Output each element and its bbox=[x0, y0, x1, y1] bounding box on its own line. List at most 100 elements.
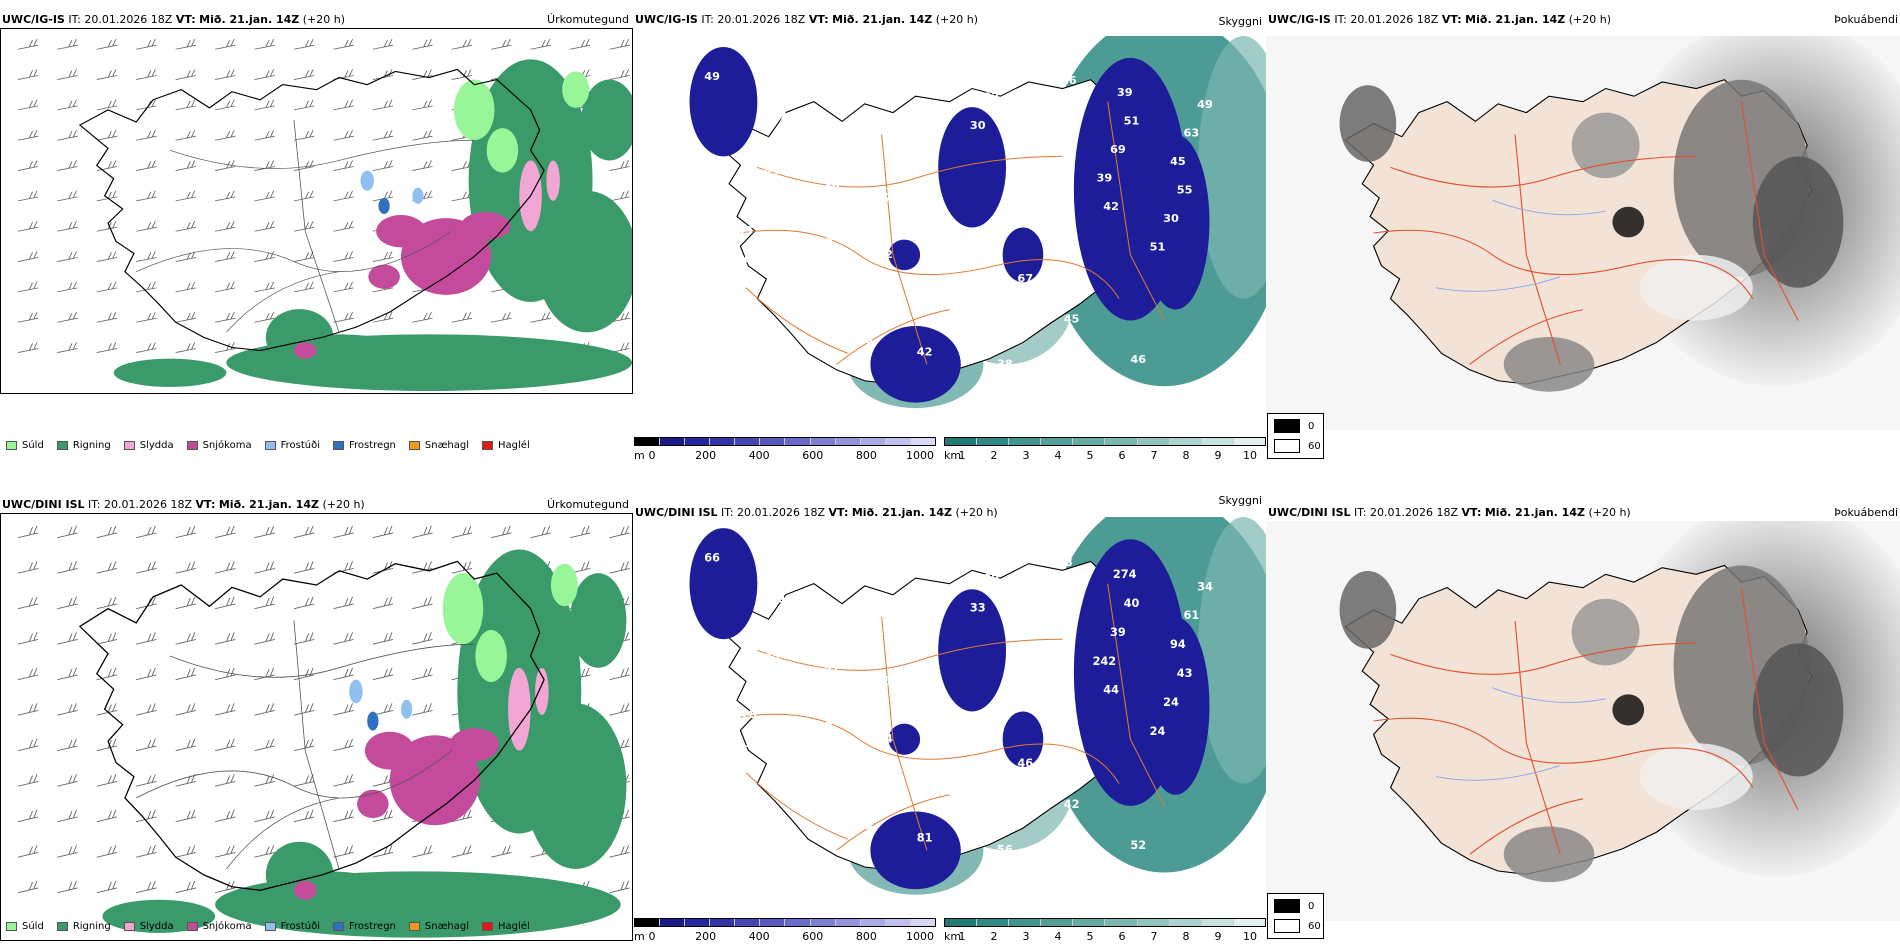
model-name: UWC/DINI ISL bbox=[635, 506, 718, 519]
cloud-base-label: 49 bbox=[704, 70, 720, 83]
cloud-base-label: 38 bbox=[997, 358, 1013, 371]
colorbar-tick: 2 bbox=[990, 449, 998, 462]
vt-label: VT: bbox=[828, 506, 849, 519]
colorbar-tick: 3 bbox=[1022, 449, 1030, 462]
it-value: 20.01.2026 18Z bbox=[1370, 506, 1459, 519]
cloud-base-label: 66 bbox=[704, 552, 720, 565]
cloud-base-label: 39 bbox=[1097, 172, 1113, 185]
visibility-colorbar: km 1 2 3 4 5 6 7 8 9 10 bbox=[944, 437, 1266, 469]
legend-label: Snjókoma bbox=[202, 921, 252, 932]
cloud-base-label: 34 bbox=[870, 305, 886, 318]
cloud-base-label: 44 bbox=[1103, 684, 1119, 697]
precip-legend-item: Snæhagl bbox=[408, 921, 469, 932]
panel-title: Úrkomutegund bbox=[547, 13, 629, 26]
it-label: IT: bbox=[1354, 506, 1367, 519]
colorbar-tick: 6 bbox=[1118, 449, 1126, 462]
it-label: IT: bbox=[88, 498, 101, 511]
legend-swatch bbox=[482, 922, 494, 931]
lead-time: (+20 h) bbox=[935, 13, 979, 26]
fog-map-svg bbox=[1266, 521, 1900, 921]
colorbar-tick: 1000 bbox=[906, 930, 934, 943]
cloud-base-label: 61 bbox=[1184, 609, 1200, 622]
panel-title: Skyggni bbox=[1218, 15, 1262, 28]
cloud-base-label: 49 bbox=[1037, 643, 1053, 656]
cloud-base-label: 39 bbox=[1043, 585, 1059, 598]
it-label: IT: bbox=[721, 506, 734, 519]
cloud-base-label: 62 bbox=[877, 248, 893, 261]
legend-swatch bbox=[264, 441, 276, 450]
panel-header: UWC/DINI ISL IT: 20.01.2026 18Z VT: Mið.… bbox=[2, 497, 365, 513]
cloud-base-label: 54 bbox=[877, 733, 893, 746]
cloud-base-label: 49 bbox=[1197, 98, 1213, 111]
legend-label: Súld bbox=[22, 440, 44, 451]
precip-legend-item: Snjókoma bbox=[186, 921, 252, 932]
legend-swatch bbox=[333, 441, 344, 450]
panel-header: UWC/DINI ISL IT: 20.01.2026 18Z VT: Mið.… bbox=[635, 505, 998, 521]
fog-index-legend: 0 60 bbox=[1267, 413, 1324, 459]
panel-header: UWC/IG-IS IT: 20.01.2026 18Z VT: Mið. 21… bbox=[2, 12, 345, 28]
cloud-base-label: 66 bbox=[864, 277, 880, 290]
row2-precip-panel: UWC/DINI ISL IT: 20.01.2026 18Z VT: Mið.… bbox=[0, 497, 633, 943]
cloud-base-label: 94 bbox=[751, 679, 767, 692]
precip-legend-item: Slydda bbox=[123, 921, 174, 932]
visibility-colorbar: km 1 2 3 4 5 6 7 8 9 10 bbox=[944, 918, 1266, 950]
row2-fog-panel: UWC/DINI ISL IT: 20.01.2026 18Z VT: Mið.… bbox=[1266, 505, 1900, 925]
precip-legend-item: Rigning bbox=[56, 921, 111, 932]
cloud-base-label: 34 bbox=[937, 745, 953, 758]
colorbar-tick: 600 bbox=[802, 930, 824, 943]
fog-black-label: 0 bbox=[1308, 900, 1315, 912]
cloud-base-label: 51 bbox=[804, 749, 820, 762]
cloud-base-label: 274 bbox=[1113, 568, 1137, 581]
cloud-base-label: 28 bbox=[790, 778, 806, 791]
cloud-base-label: 33 bbox=[744, 737, 760, 750]
cloud-base-label: 56 bbox=[884, 675, 900, 688]
legend-swatch bbox=[6, 441, 17, 450]
cloud-base-label: 46 bbox=[891, 220, 907, 233]
cloud-base-label: 36 bbox=[1050, 614, 1066, 627]
colorbar-unit: km bbox=[944, 449, 962, 462]
legend-swatch bbox=[186, 441, 198, 450]
legend-swatch bbox=[56, 922, 68, 931]
cloud-base-label: 63 bbox=[1184, 127, 1200, 140]
cloud-base-label: 39 bbox=[951, 716, 967, 729]
panel-title: Úrkomutegund bbox=[547, 498, 629, 511]
cloud-base-label: 43 bbox=[1177, 667, 1193, 680]
cloud-base-label: 85 bbox=[930, 803, 946, 816]
cloud-base-label: 4 bbox=[794, 293, 802, 306]
colorbar-unit: m bbox=[634, 930, 645, 943]
it-value: 20.01.2026 18Z bbox=[84, 13, 173, 26]
colorbar-tick: 10 bbox=[1243, 449, 1257, 462]
cloud-base-label: 46 bbox=[1017, 757, 1033, 770]
cloud-base-label: 51 bbox=[944, 774, 960, 787]
cloud-base-label: 51 bbox=[811, 692, 827, 705]
model-name: UWC/IG-IS bbox=[635, 13, 698, 26]
cloud-base-label: 116 bbox=[1053, 74, 1077, 87]
legend-swatch bbox=[408, 441, 420, 450]
panel-title: Þokuábendi bbox=[1834, 13, 1898, 26]
cloud-base-label: 37 bbox=[817, 720, 833, 733]
visibility-map-svg: 66 51 65 56 39 46 42 52 34 32 51 31 34 40 36 274 61 45 51 5… bbox=[689, 517, 1266, 895]
cloud-base-label: 36 bbox=[1071, 341, 1087, 354]
legend-swatch bbox=[482, 441, 494, 450]
precip-type-map bbox=[0, 28, 633, 394]
legend-swatch bbox=[186, 922, 198, 931]
vt-value: Mið. 21.jan. 14Z bbox=[832, 13, 933, 26]
cloud-base-label: 45 bbox=[924, 560, 940, 573]
cloud-base-label: 146 bbox=[1039, 103, 1063, 116]
legend-label: Snjókoma bbox=[202, 440, 252, 451]
colorbar-tick: 4 bbox=[1054, 449, 1062, 462]
cloud-base-label: 81 bbox=[917, 832, 933, 845]
fog-index-legend: 0 60 bbox=[1267, 893, 1324, 939]
colorbar-tick: 1 bbox=[958, 449, 966, 462]
colorbar-tick: 10 bbox=[1243, 930, 1257, 943]
colorbar-unit: m bbox=[634, 449, 645, 462]
colorbar-tick: 6 bbox=[1118, 930, 1126, 943]
fog-black-swatch bbox=[1274, 899, 1300, 913]
vt-value: Mið. 21.jan. 14Z bbox=[1465, 13, 1566, 26]
colorbar-strip bbox=[944, 437, 1266, 446]
cloud-base-label: 45 bbox=[1064, 313, 1080, 326]
precip-type-map bbox=[0, 513, 633, 941]
cloud-base-label: 45 bbox=[838, 151, 854, 164]
fog-black-swatch bbox=[1274, 419, 1300, 433]
legend-label: Frostúði bbox=[280, 440, 320, 451]
